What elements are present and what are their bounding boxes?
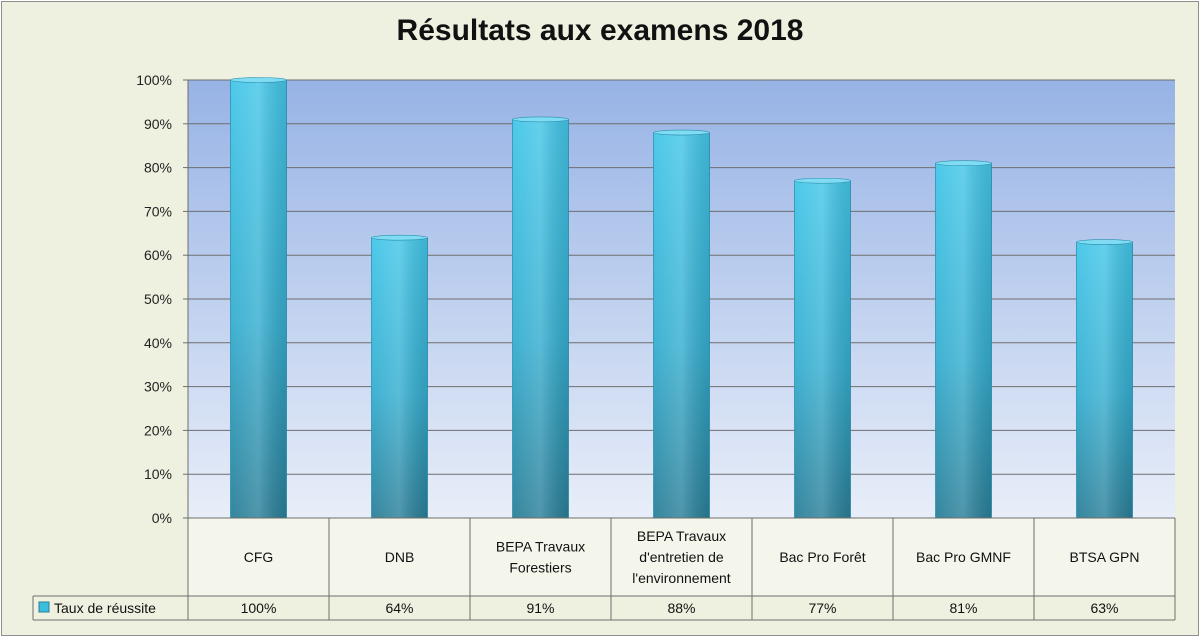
- bar-group: [230, 77, 287, 519]
- bar-shine: [371, 237, 428, 518]
- bar-group: [935, 160, 992, 519]
- category-label: BEPA Travaux: [637, 528, 726, 544]
- data-value-label: 63%: [1090, 600, 1118, 616]
- bar-group: [371, 234, 428, 519]
- bar-shine: [935, 163, 992, 518]
- category-label: Forestiers: [509, 560, 571, 576]
- data-value-label: 88%: [667, 600, 695, 616]
- bar-top-cap: [371, 234, 428, 241]
- category-label: CFG: [244, 549, 274, 565]
- bar-group: [1076, 239, 1133, 519]
- legend-series-name: Taux de réussite: [54, 600, 156, 616]
- bar-top-cap: [935, 160, 992, 167]
- category-label: l'environnement: [632, 570, 731, 586]
- category-label: Bac Pro GMNF: [916, 549, 1011, 565]
- data-value-label: 81%: [949, 600, 977, 616]
- chart-title: Résultats aux examens 2018: [396, 14, 804, 47]
- data-value-label: 77%: [808, 600, 836, 616]
- y-tick-label: 80%: [144, 160, 172, 176]
- y-tick-label: 60%: [144, 247, 172, 263]
- category-label: BTSA GPN: [1069, 549, 1139, 565]
- category-label: DNB: [385, 549, 415, 565]
- bar-top-cap: [794, 177, 851, 184]
- y-tick-label: 10%: [144, 466, 172, 482]
- y-tick-label: 90%: [144, 116, 172, 132]
- y-tick-label: 40%: [144, 335, 172, 351]
- bar-top-cap: [1076, 239, 1133, 245]
- bar-top-cap: [653, 129, 710, 136]
- category-label: d'entretien de: [639, 549, 724, 565]
- data-value-label: 100%: [241, 600, 277, 616]
- bar-shine: [653, 132, 710, 518]
- bar-top-cap: [512, 116, 569, 123]
- bar-top-cap: [230, 77, 287, 83]
- data-value-label: 64%: [385, 600, 413, 616]
- y-tick-label: 30%: [144, 379, 172, 395]
- y-tick-label: 20%: [144, 422, 172, 438]
- table-category-row-bg: [188, 518, 1175, 596]
- y-tick-label: 50%: [144, 291, 172, 307]
- bar-shine: [512, 119, 569, 519]
- category-label: BEPA Travaux: [496, 539, 585, 555]
- data-value-label: 91%: [526, 600, 554, 616]
- bar-group: [512, 116, 569, 519]
- bar-group: [794, 177, 851, 519]
- bar-shine: [794, 180, 851, 519]
- legend-key-swatch: [38, 601, 50, 613]
- y-tick-label: 70%: [144, 203, 172, 219]
- y-tick-label: 100%: [136, 72, 172, 88]
- y-tick-label: 0%: [152, 510, 172, 526]
- bar-shine: [230, 80, 287, 518]
- category-label: Bac Pro Forêt: [779, 549, 865, 565]
- bar-group: [653, 129, 710, 519]
- bar-shine: [1076, 242, 1133, 518]
